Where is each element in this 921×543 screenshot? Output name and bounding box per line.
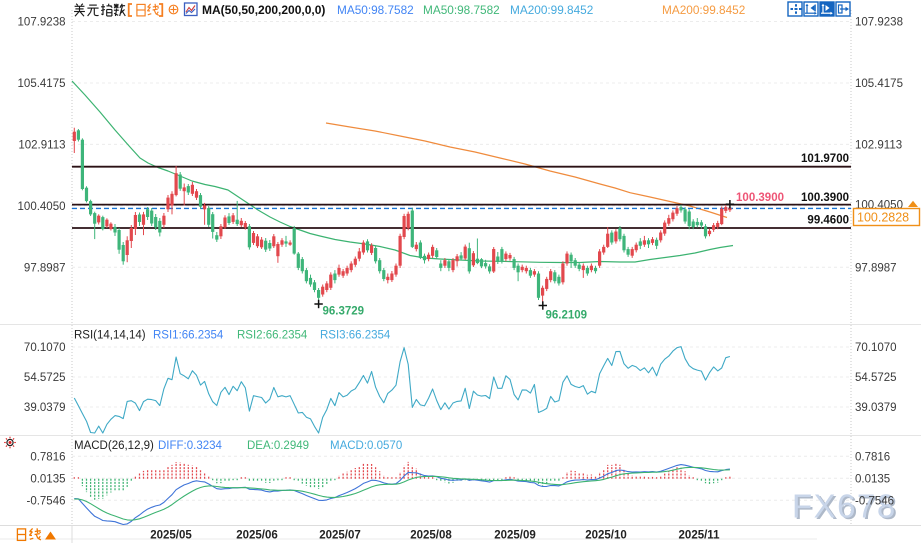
svg-text:39.0379: 39.0379 (855, 402, 897, 414)
svg-text:-0.7546: -0.7546 (26, 496, 65, 508)
svg-text:2025/10: 2025/10 (585, 530, 627, 542)
svg-text:MA200:99.8452: MA200:99.8452 (510, 3, 593, 17)
svg-text:0.7816: 0.7816 (855, 451, 890, 463)
svg-text:102.9113: 102.9113 (18, 140, 65, 152)
svg-text:-0.7546: -0.7546 (855, 496, 894, 508)
svg-text:54.5725: 54.5725 (855, 372, 897, 384)
svg-text:2025/07: 2025/07 (319, 530, 361, 542)
svg-text:0.0135: 0.0135 (30, 474, 65, 486)
svg-text:107.9238: 107.9238 (855, 17, 903, 29)
svg-text:RSI3:66.2354: RSI3:66.2354 (320, 330, 391, 342)
svg-text:100.3900: 100.3900 (801, 192, 849, 204)
svg-text:2025/05: 2025/05 (150, 530, 192, 542)
svg-text:54.5725: 54.5725 (24, 372, 66, 384)
svg-text:100.2828: 100.2828 (857, 211, 909, 225)
svg-text:99.4600: 99.4600 (807, 215, 849, 227)
svg-text:RSI2:66.2354: RSI2:66.2354 (237, 330, 308, 342)
svg-text:DEA:0.2949: DEA:0.2949 (247, 440, 309, 452)
svg-text:MACD:0.0570: MACD:0.0570 (330, 440, 402, 452)
svg-text:MA50:98.7582: MA50:98.7582 (337, 3, 414, 17)
svg-text:2025/06: 2025/06 (236, 530, 278, 542)
svg-text:100.3900: 100.3900 (736, 192, 784, 204)
svg-text:105.4175: 105.4175 (18, 78, 66, 90)
svg-text:96.2109: 96.2109 (546, 310, 588, 322)
svg-text:105.4175: 105.4175 (855, 78, 903, 90)
svg-text:MA(50,50,200,200,0,0): MA(50,50,200,200,0,0) (202, 3, 325, 17)
svg-text:2025/11: 2025/11 (679, 530, 721, 542)
svg-text:DIFF:0.3234: DIFF:0.3234 (158, 440, 223, 452)
svg-text:FX678: FX678 (792, 488, 897, 525)
svg-text:101.9700: 101.9700 (801, 153, 849, 165)
svg-text:2025/09: 2025/09 (494, 530, 536, 542)
svg-text:0.7816: 0.7816 (30, 451, 65, 463)
svg-text:96.3729: 96.3729 (323, 306, 365, 318)
svg-text:102.9113: 102.9113 (855, 140, 902, 152)
svg-text:97.8987: 97.8987 (855, 262, 897, 274)
svg-text:70.1070: 70.1070 (855, 342, 897, 354)
svg-text:0.0135: 0.0135 (855, 474, 890, 486)
svg-text:RSI1:66.2354: RSI1:66.2354 (153, 330, 224, 342)
svg-text:107.9238: 107.9238 (18, 17, 66, 29)
svg-text:MA200:99.8452: MA200:99.8452 (662, 3, 745, 17)
svg-text:97.8987: 97.8987 (24, 262, 66, 274)
svg-text:100.4050: 100.4050 (18, 201, 66, 213)
svg-text:RSI(14,14,14): RSI(14,14,14) (74, 330, 146, 342)
svg-text:39.0379: 39.0379 (24, 402, 66, 414)
svg-text:MA50:98.7582: MA50:98.7582 (423, 3, 500, 17)
svg-text:70.1070: 70.1070 (24, 342, 66, 354)
svg-text:MACD(26,12,9): MACD(26,12,9) (74, 440, 154, 452)
svg-text:FX678: FX678 (794, 489, 899, 526)
svg-text:2025/08: 2025/08 (410, 530, 452, 542)
